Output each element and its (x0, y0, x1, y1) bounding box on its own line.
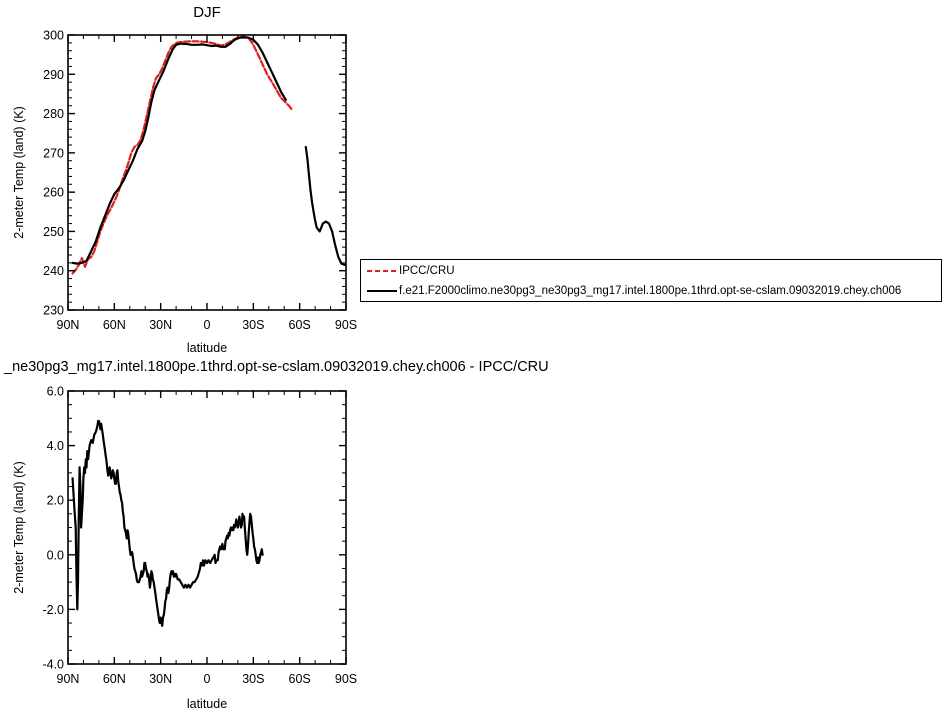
x-tick-label: 30N (149, 318, 172, 332)
legend-swatch-solid-black (367, 290, 397, 292)
x-tick-label: 30S (242, 318, 264, 332)
x-tick-label: 30S (242, 672, 264, 686)
y-tick-label: -4.0 (42, 658, 64, 672)
legend-label: IPCC/CRU (399, 265, 455, 277)
x-axis-label: latitude (187, 341, 227, 355)
chart-title: DJF (193, 4, 221, 21)
y-tick-label: 4.0 (47, 439, 64, 453)
chart-panel-bottom: _ne30pg3_mg17.intel.1800pe.1thrd.opt-se-… (3, 359, 549, 711)
series-line-1 (71, 36, 346, 266)
x-tick-label: 90N (57, 318, 80, 332)
y-tick-label: 240 (43, 264, 64, 278)
x-tick-label: 90S (335, 318, 357, 332)
legend-swatch-dashed-red (367, 270, 397, 272)
y-tick-label: 290 (43, 68, 64, 82)
legend-label: f.e21.F2000climo.ne30pg3_ne30pg3_mg17.in… (399, 285, 902, 297)
y-tick-label: 0.0 (47, 548, 64, 562)
x-tick-label: 60N (103, 672, 126, 686)
y-axis-label: 2-meter Temp (land) (K) (12, 106, 26, 238)
x-tick-label: 30N (149, 672, 172, 686)
series-line-0 (71, 419, 264, 627)
legend-item-model-run: f.e21.F2000climo.ne30pg3_ne30pg3_mg17.in… (365, 282, 901, 300)
y-tick-label: 6.0 (47, 385, 64, 399)
chart-panel-top: DJF 90N 60N 30N 0 30S 60S 90S 230 240 250 260 270 280… (12, 4, 357, 355)
x-tick-label: 60N (103, 318, 126, 332)
chart-title: _ne30pg3_mg17.intel.1800pe.1thrd.opt-se-… (3, 359, 549, 375)
legend: IPCC/CRU f.e21.F2000climo.ne30pg3_ne30pg… (360, 259, 942, 302)
y-tick-label: 2.0 (47, 494, 64, 508)
x-axis-label: latitude (187, 697, 227, 711)
x-tick-label: 60S (289, 672, 311, 686)
y-tick-label: 260 (43, 186, 64, 200)
legend-item-ipcc-cru: IPCC/CRU (365, 262, 455, 280)
x-tick-label: 60S (289, 318, 311, 332)
y-tick-label: 270 (43, 146, 64, 160)
y-tick-label: 300 (43, 29, 64, 43)
y-tick-label: 280 (43, 107, 64, 121)
y-tick-label: 250 (43, 225, 64, 239)
x-tick-label: 90S (335, 672, 357, 686)
plot-frame (67, 390, 347, 665)
y-axis-label: 2-meter Temp (land) (K) (12, 461, 26, 593)
y-tick-label: -2.0 (42, 603, 64, 617)
x-tick-label: 0 (204, 318, 211, 332)
plot-frame (67, 34, 347, 311)
x-tick-label: 0 (204, 672, 211, 686)
series-line-0 (71, 35, 293, 275)
y-tick-label: 230 (43, 304, 64, 318)
x-tick-label: 90N (57, 672, 80, 686)
